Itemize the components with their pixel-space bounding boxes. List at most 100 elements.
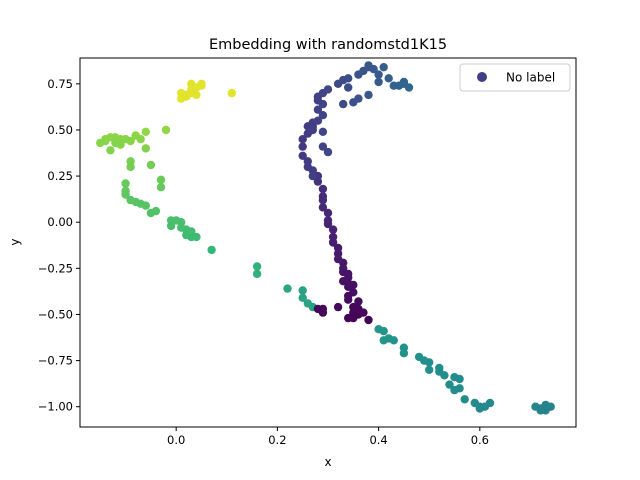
scatter-point	[333, 302, 343, 312]
scatter-point	[318, 127, 328, 136]
scatter-point	[344, 74, 353, 83]
scatter-point	[298, 286, 307, 295]
scatter-point	[475, 404, 484, 413]
scatter-point	[207, 245, 216, 255]
scatter-point	[283, 284, 292, 293]
scatter-point	[298, 293, 307, 302]
scatter-point	[156, 175, 166, 184]
scatter-point	[313, 116, 323, 125]
scatter-point	[192, 90, 201, 100]
scatter-point	[485, 398, 495, 408]
scatter-point	[308, 171, 317, 181]
scatter-point	[445, 380, 454, 389]
scatter-point	[536, 406, 545, 415]
y-tick-label: −1.00	[38, 400, 73, 414]
chart-title: Embedding with randomstd1K15	[209, 37, 447, 53]
x-tick-label: 0.4	[369, 433, 387, 447]
scatter-point	[197, 79, 206, 89]
scatter-point	[308, 125, 317, 135]
scatter-point	[374, 77, 383, 87]
scatter-point	[121, 179, 130, 188]
scatter-point	[384, 74, 393, 83]
scatter-point	[141, 201, 150, 210]
scatter-point	[192, 232, 201, 242]
legend-marker	[477, 72, 487, 82]
scatter-point	[354, 94, 363, 103]
scatter-point	[455, 374, 464, 384]
scatter-point	[141, 127, 150, 136]
scatter-point	[349, 302, 358, 312]
scatter-point	[318, 192, 328, 201]
plot-frame	[79, 57, 577, 428]
y-tick-label: −0.50	[38, 307, 73, 321]
legend-label: No label	[506, 71, 555, 85]
scatter-point	[227, 88, 236, 98]
scatter-point	[349, 288, 358, 297]
scatter-point	[318, 203, 328, 212]
scatter-point	[425, 365, 434, 374]
scatter-point	[541, 400, 550, 410]
legend: No label	[459, 63, 571, 92]
scatter-point	[187, 79, 196, 89]
scatter-point	[333, 243, 343, 253]
scatter-point	[318, 184, 328, 194]
scatter-point	[252, 269, 262, 279]
scatter-point	[323, 216, 333, 225]
scatter-point	[156, 183, 166, 192]
scatter-point	[318, 111, 328, 120]
scatter-point	[166, 221, 176, 231]
x-tick-label: 0.0	[167, 433, 185, 447]
x-axis-ticks: 0.0 0.2 0.4 0.6	[167, 427, 489, 447]
scatter-point	[404, 83, 414, 92]
scatter-point	[450, 385, 459, 395]
scatter-point	[323, 208, 333, 218]
y-tick-label: 0.75	[47, 77, 73, 91]
scatter-point	[116, 140, 125, 149]
x-tick-label: 0.6	[471, 433, 489, 447]
legend-box	[459, 63, 571, 92]
scatter-point	[425, 358, 434, 367]
y-axis-ticks: −1.00 −0.75 −0.50 −0.25 0.00 0.25 0.50 0.75	[38, 77, 80, 414]
scatter-point	[339, 99, 348, 109]
scatter-point	[328, 232, 338, 242]
scatter-point	[323, 85, 333, 94]
scatter-point	[364, 61, 373, 70]
scatter-point	[303, 157, 312, 166]
scatter-point	[298, 151, 307, 160]
y-tick-label: −0.75	[38, 354, 73, 368]
y-axis-label: y	[8, 238, 22, 245]
scatter-point	[399, 349, 409, 358]
scatter-point	[318, 142, 328, 151]
scatter-point	[141, 144, 150, 153]
scatter-point	[252, 262, 262, 271]
y-tick-label: −0.25	[38, 261, 73, 275]
scatter-point	[379, 62, 388, 72]
scatter-point	[101, 135, 110, 144]
scatter-point	[121, 190, 130, 199]
scatter-point	[177, 88, 186, 98]
points-layer	[96, 61, 555, 415]
scatter-point	[298, 142, 307, 151]
scatter-point	[146, 160, 156, 170]
scatter-point	[364, 315, 373, 325]
scatter-point	[374, 70, 383, 79]
y-tick-label: 0.25	[47, 169, 73, 183]
scatter-point	[440, 371, 449, 380]
scatter-point	[344, 83, 353, 92]
scatter-point	[389, 336, 398, 345]
scatter-point	[460, 395, 469, 404]
scatter-point	[379, 326, 388, 336]
scatter-point	[318, 308, 328, 317]
y-tick-label: 0.00	[47, 215, 73, 229]
scatter-point	[151, 206, 161, 216]
scatter-point	[313, 105, 323, 114]
x-tick-label: 0.2	[268, 433, 286, 447]
x-axis-label: x	[324, 455, 331, 469]
scatter-point	[354, 297, 363, 306]
scatter-point	[136, 135, 145, 144]
scatter-point	[126, 136, 135, 146]
scatter-point	[298, 135, 307, 144]
scatter-point	[161, 125, 171, 135]
scatter-point	[328, 225, 338, 234]
